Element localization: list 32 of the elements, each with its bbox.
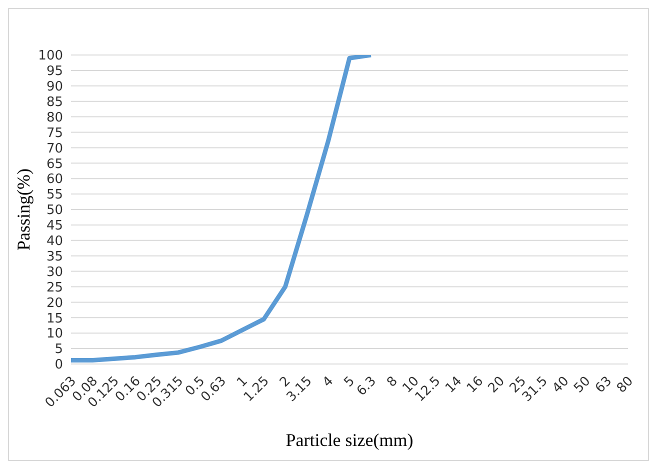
y-tick-label: 95 [46,64,63,80]
x-axis-title: Particle size(mm) [286,430,414,450]
y-tick-label: 90 [46,80,63,95]
y-tick-label: 35 [46,249,63,264]
y-tick-label: 20 [46,296,63,311]
y-tick-label: 100 [38,48,63,64]
x-tick-label: 16 [464,374,487,396]
y-tick-label: 85 [46,94,63,110]
x-tick-label: 50 [571,374,594,396]
y-tick-label: 30 [46,264,63,280]
y-tick-label: 65 [46,156,63,172]
y-tick-label: 70 [46,141,63,156]
x-tick-label: 8 [384,374,401,390]
y-tick-label: 0 [54,358,63,373]
y-tick-label: 60 [46,172,63,188]
x-tick-label: 4 [320,374,337,390]
y-tick-label: 55 [46,188,63,203]
y-tick-label: 40 [46,234,63,250]
y-tick-label: 75 [46,126,63,141]
y-axis-title: Passing(%) [13,168,34,250]
y-tick-label: 10 [46,326,63,342]
x-tick-label: 80 [614,374,636,396]
y-tick-label: 5 [54,342,63,358]
y-tick-label: 45 [46,218,63,234]
y-tick-label: 25 [46,280,63,296]
y-tick-label: 50 [46,203,63,218]
y-tick-label: 80 [46,110,63,126]
x-tick-label: 40 [550,374,572,396]
x-tick-label: 14 [442,374,466,396]
y-tick-label: 15 [46,311,63,326]
x-tick-label: 63 [592,374,616,396]
x-tick-label: 20 [486,374,508,396]
